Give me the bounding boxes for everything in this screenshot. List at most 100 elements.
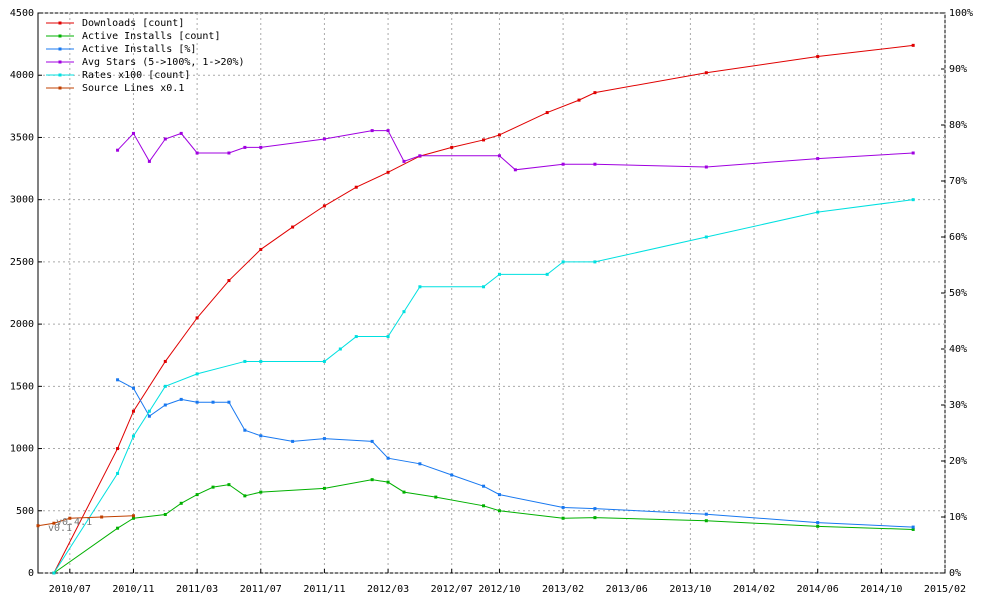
data-point: [100, 515, 104, 519]
data-point: [243, 428, 247, 432]
data-point: [704, 71, 708, 75]
data-point: [561, 162, 565, 166]
x-tick-label: 2012/10: [478, 584, 520, 595]
legend-label: Source Lines x0.1: [82, 83, 184, 94]
y-tick-label: 2000: [10, 319, 34, 330]
data-point: [322, 486, 326, 490]
x-tick-label: 2013/06: [606, 584, 648, 595]
data-point: [131, 386, 135, 390]
data-point: [131, 514, 135, 518]
data-point: [163, 137, 167, 141]
data-point: [370, 129, 374, 133]
legend-dot: [58, 86, 62, 90]
legend-label: Rates x100 [count]: [82, 70, 190, 81]
data-point: [147, 414, 151, 418]
data-point: [816, 55, 820, 59]
data-point: [513, 168, 517, 172]
data-point: [418, 462, 422, 466]
data-point: [163, 513, 167, 517]
data-point: [179, 397, 183, 401]
data-point: [291, 439, 295, 443]
data-point: [322, 437, 326, 441]
data-point: [354, 335, 358, 339]
data-point: [386, 480, 390, 484]
data-point: [816, 157, 820, 161]
data-point: [911, 527, 915, 531]
data-point: [131, 434, 135, 438]
data-point: [322, 204, 326, 208]
legend-dot: [58, 60, 62, 64]
data-point: [593, 516, 597, 520]
data-point: [116, 148, 120, 152]
data-point: [561, 516, 565, 520]
data-point: [497, 154, 501, 158]
data-point: [593, 162, 597, 166]
data-point: [195, 400, 199, 404]
data-point: [402, 310, 406, 314]
data-point: [163, 384, 167, 388]
data-point: [68, 516, 72, 520]
data-point: [911, 151, 915, 155]
legend-label: Active Installs [count]: [82, 31, 220, 42]
data-point: [386, 335, 390, 339]
data-point: [402, 159, 406, 163]
data-point: [147, 159, 151, 163]
y-tick-label: 500: [16, 506, 34, 517]
x-tick-label: 2010/11: [112, 584, 154, 595]
data-point: [195, 493, 199, 497]
y-tick-label: 4500: [10, 8, 34, 19]
data-point: [911, 525, 915, 529]
x-tick-label: 2013/02: [542, 584, 584, 595]
data-point: [291, 225, 295, 229]
x-tick-label: 2011/11: [303, 584, 345, 595]
data-point: [911, 198, 915, 202]
data-point: [577, 98, 581, 102]
y2-tick-label: 80%: [949, 120, 967, 131]
data-point: [450, 473, 454, 477]
data-point: [545, 272, 549, 276]
data-point: [545, 111, 549, 115]
data-point: [370, 478, 374, 482]
data-point: [593, 91, 597, 95]
data-point: [322, 137, 326, 141]
data-point: [259, 247, 263, 251]
data-point: [163, 359, 167, 363]
data-point: [354, 185, 358, 189]
data-point: [370, 439, 374, 443]
data-point: [402, 490, 406, 494]
data-point: [593, 507, 597, 511]
y2-tick-label: 10%: [949, 512, 967, 523]
data-point: [418, 154, 422, 158]
y2-tick-label: 50%: [949, 288, 967, 299]
data-point: [179, 501, 183, 505]
series-line: [53, 199, 914, 574]
y2-tick-label: 60%: [949, 232, 967, 243]
data-point: [259, 434, 263, 438]
data-point: [195, 151, 199, 155]
data-point: [593, 260, 597, 264]
data-point: [434, 495, 438, 499]
y-tick-label: 2500: [10, 257, 34, 268]
data-point: [816, 524, 820, 528]
x-tick-label: 2014/06: [797, 584, 839, 595]
data-point: [36, 524, 40, 528]
data-point: [163, 403, 167, 407]
data-point: [418, 285, 422, 289]
y2-tick-label: 30%: [949, 400, 967, 411]
data-point: [211, 485, 215, 489]
data-point: [116, 447, 120, 451]
data-point: [243, 359, 247, 363]
data-point: [52, 571, 56, 575]
y-tick-label: 4000: [10, 70, 34, 81]
y-tick-label: 0: [28, 568, 34, 579]
data-point: [131, 131, 135, 135]
data-point: [386, 129, 390, 133]
y2-tick-label: 70%: [949, 176, 967, 187]
series-line: [53, 44, 914, 574]
data-point: [561, 505, 565, 509]
y-tick-label: 1500: [10, 381, 34, 392]
x-tick-label: 2014/10: [860, 584, 902, 595]
y2-tick-label: 100%: [949, 8, 973, 19]
annotation: v0.4.1: [56, 517, 92, 528]
